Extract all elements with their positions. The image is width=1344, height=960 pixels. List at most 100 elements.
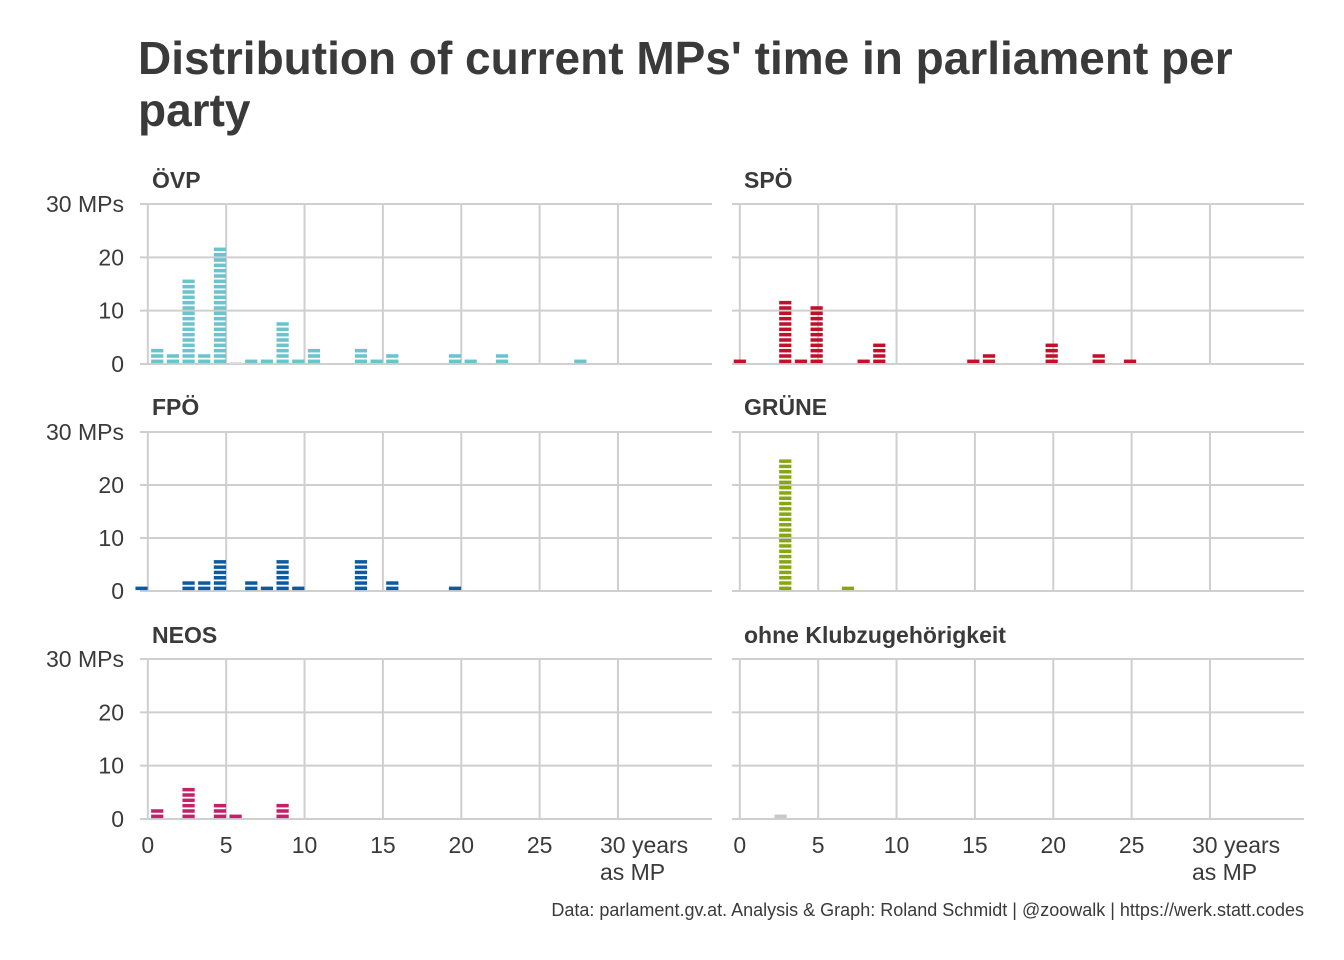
bar-övp: [448, 354, 462, 364]
bar-unit: [182, 354, 195, 358]
bar-unit: [779, 570, 792, 575]
bar-unit: [779, 316, 792, 321]
bar-unit: [386, 354, 399, 358]
bar-unit: [182, 284, 195, 289]
x-tick-label: 0: [141, 832, 154, 858]
bar-unit: [386, 586, 399, 591]
bar-neos: [151, 809, 164, 819]
y-tick-label: 10: [98, 753, 124, 779]
bar-unit: [779, 464, 792, 469]
x-tick-label: 10: [884, 832, 910, 858]
bar-övp: [182, 279, 195, 364]
bar-unit: [182, 300, 195, 305]
bar-unit: [779, 523, 792, 527]
bar-övp: [260, 359, 274, 364]
x-tick-label: 25: [527, 832, 553, 858]
bar-unit: [151, 348, 164, 353]
bar-unit: [276, 570, 289, 575]
bar-ohne-klubzugehörigkeit: [774, 814, 787, 819]
bar-unit: [245, 586, 258, 591]
bar-fpö: [292, 586, 305, 591]
bar-unit: [213, 814, 227, 819]
bar-unit: [794, 359, 808, 364]
bar-unit: [213, 268, 227, 273]
bar-unit: [213, 359, 227, 364]
bar-unit: [354, 348, 368, 353]
bar-unit: [276, 581, 289, 585]
bar-unit: [245, 359, 258, 364]
bar-unit: [292, 359, 305, 364]
bar-unit: [276, 814, 289, 819]
bar-unit: [276, 338, 289, 342]
bar-unit: [276, 586, 289, 591]
bar-unit: [810, 311, 823, 316]
bar-unit: [779, 517, 792, 522]
y-tick-label: 0: [111, 351, 124, 377]
bar-unit: [276, 354, 289, 358]
bar-unit: [810, 354, 823, 358]
x-tick-label: 20: [448, 832, 474, 858]
bar-unit: [779, 549, 792, 553]
y-tick-label: 20: [98, 472, 124, 498]
bar-unit: [213, 311, 227, 316]
bar-unit: [182, 787, 195, 792]
bar-unit: [276, 803, 289, 808]
bar-unit: [779, 311, 792, 316]
bar-fpö: [213, 560, 227, 591]
bar-unit: [779, 491, 792, 495]
bar-spö: [779, 300, 792, 364]
bar-unit: [182, 295, 195, 300]
bar-unit: [774, 814, 787, 819]
bar-spö: [733, 359, 746, 364]
bar-unit: [779, 300, 792, 305]
bar-unit: [182, 279, 195, 284]
bar-unit: [213, 279, 227, 284]
bar-unit: [873, 354, 886, 358]
bar-neos: [276, 803, 289, 819]
bar-unit: [779, 586, 792, 591]
bar-övp: [307, 348, 321, 364]
bar-unit: [779, 496, 792, 500]
bar-unit: [386, 581, 399, 585]
bar-unit: [213, 570, 227, 575]
bar-unit: [779, 306, 792, 310]
bar-unit: [354, 565, 368, 569]
bar-unit: [213, 258, 227, 262]
bar-unit: [779, 576, 792, 580]
bar-unit: [166, 359, 180, 364]
bar-fpö: [276, 560, 289, 591]
bar-unit: [213, 300, 227, 305]
bar-övp: [229, 362, 242, 364]
y-tick-label: 0: [111, 806, 124, 832]
panel-title: NEOS: [152, 622, 217, 648]
bar-unit: [779, 512, 792, 516]
bar-unit: [307, 354, 321, 358]
bar-övp: [213, 247, 227, 364]
bar-unit: [1045, 354, 1058, 358]
y-tick-label: 30 MPs: [46, 646, 124, 672]
bar-unit: [779, 348, 792, 353]
bar-unit: [182, 311, 195, 316]
bar-unit: [213, 306, 227, 310]
bar-unit: [873, 343, 886, 348]
bar-fpö: [182, 581, 195, 591]
bar-unit: [182, 359, 195, 364]
bar-övp: [386, 354, 399, 364]
bar-unit: [213, 322, 227, 326]
bar-unit: [1123, 359, 1137, 364]
bar-unit: [307, 348, 321, 353]
bar-unit: [386, 359, 399, 364]
bar-unit: [213, 295, 227, 300]
bar-unit: [151, 354, 164, 358]
bar-unit: [495, 354, 509, 358]
bar-unit: [213, 263, 227, 268]
bar-unit: [182, 343, 195, 348]
bar-unit: [166, 354, 180, 358]
bar-unit: [135, 586, 148, 591]
bar-fpö: [260, 586, 274, 591]
bar-unit: [151, 814, 164, 819]
bar-unit: [276, 359, 289, 364]
x-tick-label: 30 years as MP: [600, 832, 688, 885]
bar-unit: [1045, 348, 1058, 353]
bar-unit: [213, 332, 227, 337]
